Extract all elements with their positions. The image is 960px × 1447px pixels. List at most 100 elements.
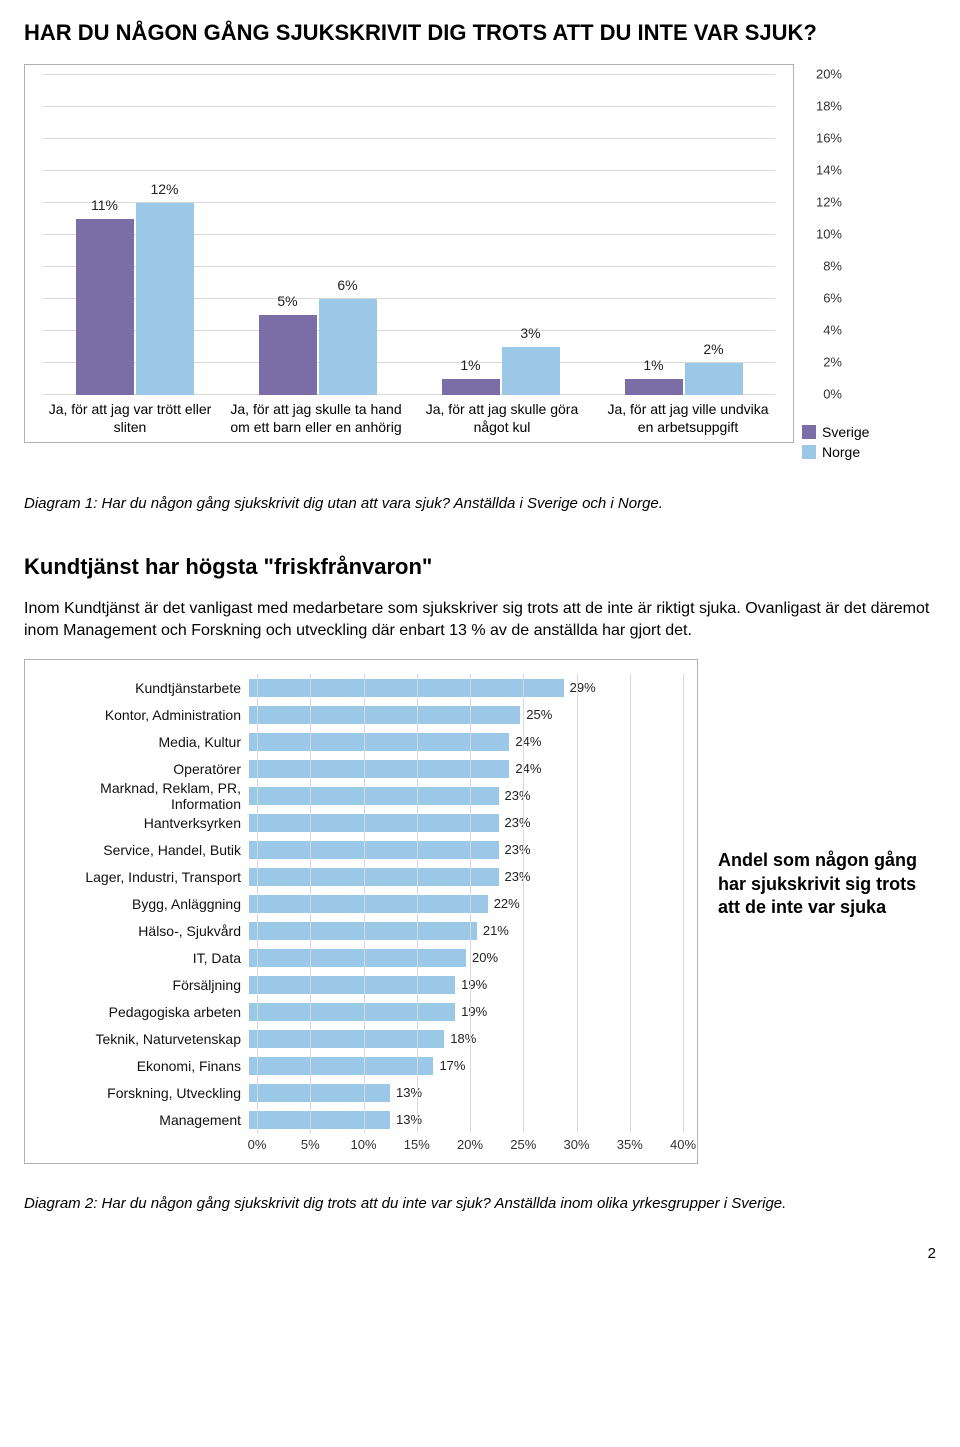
- chart2-category-label: Teknik, Naturvetenskap: [39, 1031, 249, 1047]
- chart2-barzone: 25%: [249, 701, 683, 728]
- chart1-bar: 3%: [502, 347, 560, 395]
- chart2-category-label: IT, Data: [39, 950, 249, 966]
- chart2-xtick: 15%: [404, 1137, 430, 1152]
- chart2-plot: Kundtjänstarbete29%Kontor, Administratio…: [39, 674, 683, 1133]
- chart2-bar-value: 19%: [461, 977, 487, 992]
- chart2-xtick: 0%: [248, 1137, 267, 1152]
- chart2-xtick: 25%: [510, 1137, 536, 1152]
- chart2-bar: [249, 1084, 390, 1102]
- chart1-xaxis: Ja, för att jag var trött eller slitenJa…: [37, 401, 781, 436]
- legend-swatch: [802, 445, 816, 459]
- chart1-bar: 6%: [319, 299, 377, 395]
- chart2-barzone: 19%: [249, 998, 683, 1025]
- chart2-bar-value: 21%: [483, 923, 509, 938]
- chart1-bar: 5%: [259, 315, 317, 395]
- chart1-ytick: 16%: [816, 131, 842, 146]
- chart1-plot: 11%12%5%6%1%3%1%2%: [43, 75, 775, 395]
- chart2-bar-value: 29%: [570, 680, 596, 695]
- chart2-category-label: Kundtjänstarbete: [39, 680, 249, 696]
- chart2-container: Kundtjänstarbete29%Kontor, Administratio…: [24, 659, 936, 1164]
- chart2-row: Pedagogiska arbeten 19%: [39, 998, 683, 1025]
- section-heading: Kundtjänst har högsta "friskfrånvaron": [24, 554, 936, 580]
- chart2-barzone: 17%: [249, 1052, 683, 1079]
- chart2-row: Service, Handel, Butik 23%: [39, 836, 683, 863]
- chart2-row: Lager, Industri, Transport23%: [39, 863, 683, 890]
- chart2-bar: [249, 1111, 390, 1129]
- chart2-bar: [249, 949, 466, 967]
- chart2-category-label: Hälso-, Sjukvård: [39, 923, 249, 939]
- chart2-bar: [249, 760, 509, 778]
- chart1-legend: Sverige Norge: [802, 424, 869, 464]
- legend-item: Sverige: [802, 424, 869, 440]
- chart2-barzone: 24%: [249, 755, 683, 782]
- chart2-category-label: Management: [39, 1112, 249, 1128]
- chart1-bar: 1%: [442, 379, 500, 395]
- chart1-bar-value: 11%: [76, 197, 134, 213]
- chart2-bar: [249, 868, 499, 886]
- chart2-row: Management13%: [39, 1106, 683, 1133]
- chart1-side: 20%18%16%14%12%10%8%6%4%2%0% SverigeNorg…: [802, 74, 869, 464]
- legend-swatch: [802, 425, 816, 439]
- chart1-ytick: 8%: [823, 259, 842, 274]
- chart2-row: Operatörer24%: [39, 755, 683, 782]
- chart1-bar: 12%: [136, 203, 194, 395]
- chart2-xtick: 30%: [563, 1137, 589, 1152]
- page-title: HAR DU NÅGON GÅNG SJUKSKRIVIT DIG TROTS …: [24, 20, 936, 46]
- chart2-xtick: 10%: [350, 1137, 376, 1152]
- chart2-category-label: Service, Handel, Butik: [39, 842, 249, 858]
- chart2-barzone: 29%: [249, 674, 683, 701]
- chart1-ytick: 12%: [816, 195, 842, 210]
- chart2-barzone: 20%: [249, 944, 683, 971]
- chart2-xaxis: 0%5%10%15%20%25%30%35%40%: [257, 1137, 683, 1155]
- chart2-category-label: Lager, Industri, Transport: [39, 869, 249, 885]
- chart2-row: Ekonomi, Finans17%: [39, 1052, 683, 1079]
- chart1-bar-value: 3%: [502, 325, 560, 341]
- chart1-bar: 1%: [625, 379, 683, 395]
- chart2-row: Marknad, Reklam, PR, Information 23%: [39, 782, 683, 809]
- chart2-barzone: 21%: [249, 917, 683, 944]
- chart2-xtick: 35%: [617, 1137, 643, 1152]
- chart2-gridline: [683, 674, 684, 1133]
- chart2-xtick: 40%: [670, 1137, 696, 1152]
- chart2-row: Kundtjänstarbete 29%: [39, 674, 683, 701]
- chart1-bar-value: 1%: [625, 357, 683, 373]
- chart1-box: 11%12%5%6%1%3%1%2% Ja, för att jag var t…: [24, 64, 794, 443]
- chart2-barzone: 19%: [249, 971, 683, 998]
- chart1-bar: 2%: [685, 363, 743, 395]
- chart1-bar-value: 2%: [685, 341, 743, 357]
- chart1-xlabel: Ja, för att jag skulle ta hand om ett ba…: [223, 401, 409, 436]
- chart1-ytick: 18%: [816, 99, 842, 114]
- chart1-yaxis: 20%18%16%14%12%10%8%6%4%2%0%: [802, 74, 842, 394]
- chart2-barzone: 23%: [249, 863, 683, 890]
- chart2-bar-value: 23%: [505, 788, 531, 803]
- chart2-rows: Kundtjänstarbete29%Kontor, Administratio…: [39, 674, 683, 1133]
- chart2-bar-value: 22%: [494, 896, 520, 911]
- legend-item: Norge: [802, 444, 869, 460]
- legend-label: Sverige: [822, 424, 869, 440]
- chart2-row: Teknik, Naturvetenskap18%: [39, 1025, 683, 1052]
- chart1-ytick: 20%: [816, 67, 842, 82]
- chart2-category-label: Marknad, Reklam, PR, Information: [39, 780, 249, 812]
- chart2-bar: [249, 733, 509, 751]
- chart2-category-label: Media, Kultur: [39, 734, 249, 750]
- chart2-barzone: 22%: [249, 890, 683, 917]
- chart2-bar: [249, 706, 520, 724]
- chart1-group: 11%12%: [43, 75, 226, 395]
- chart2-barzone: 23%: [249, 782, 683, 809]
- chart2-row: Hantverksyrken23%: [39, 809, 683, 836]
- chart2-barzone: 23%: [249, 836, 683, 863]
- chart1-bar-value: 12%: [136, 181, 194, 197]
- chart2-row: Försäljning19%: [39, 971, 683, 998]
- chart2-bar: [249, 841, 499, 859]
- chart1-ytick: 10%: [816, 227, 842, 242]
- chart2-barzone: 24%: [249, 728, 683, 755]
- chart2-row: IT, Data20%: [39, 944, 683, 971]
- chart2-bar-value: 19%: [461, 1004, 487, 1019]
- chart2-bar: [249, 976, 455, 994]
- chart1-bar-value: 5%: [259, 293, 317, 309]
- chart1-group: 1%2%: [592, 75, 775, 395]
- chart2-bar: [249, 787, 499, 805]
- chart2-category-label: Pedagogiska arbeten: [39, 1004, 249, 1020]
- chart2-bar: [249, 1057, 433, 1075]
- chart2-bar-value: 23%: [505, 842, 531, 857]
